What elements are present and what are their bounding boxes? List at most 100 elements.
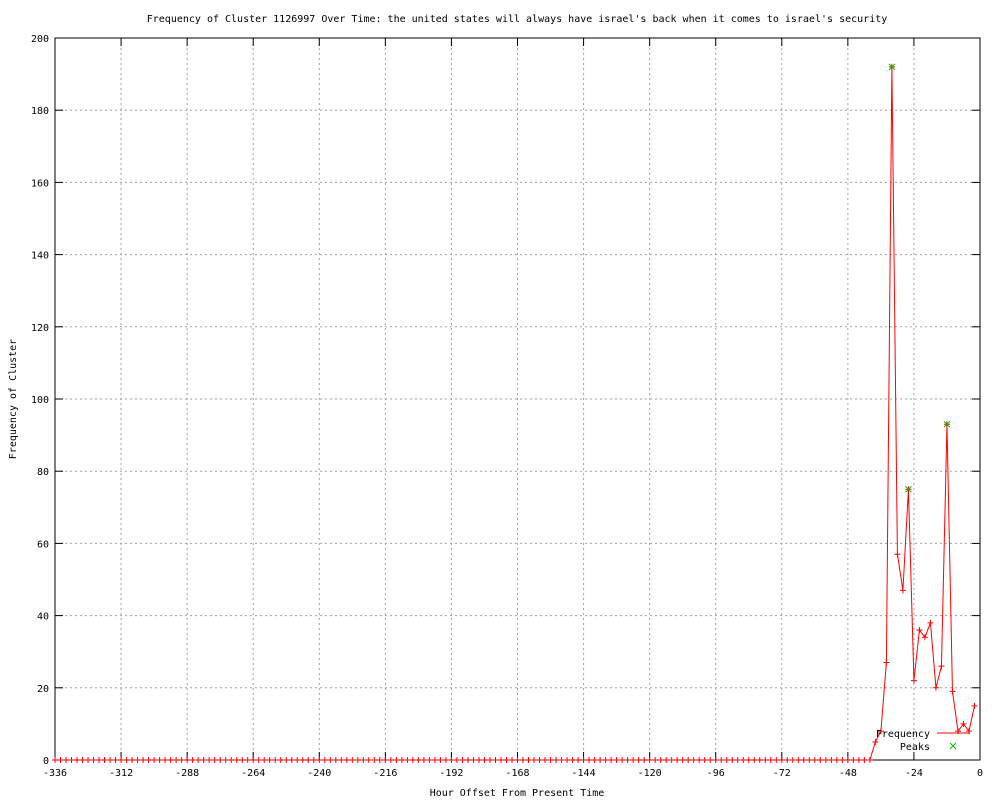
frequency-point	[668, 757, 675, 763]
frequency-point	[789, 757, 796, 763]
y-axis-label: Frequency of Cluster	[8, 339, 19, 459]
frequency-point	[96, 757, 103, 763]
frequency-point	[244, 757, 251, 763]
x-tick-label: -96	[707, 768, 725, 779]
frequency-point	[239, 757, 246, 763]
frequency-point	[101, 757, 108, 763]
frequency-point	[492, 757, 499, 763]
x-tick-label: -24	[905, 768, 923, 779]
frequency-point	[833, 757, 840, 763]
frequency-point	[354, 757, 361, 763]
frequency-point	[420, 757, 427, 763]
frequency-point	[751, 757, 758, 763]
frequency-point	[409, 757, 416, 763]
frequency-point	[734, 757, 741, 763]
y-tick-label: 80	[37, 467, 49, 478]
frequency-point	[167, 757, 174, 763]
frequency-point	[525, 757, 532, 763]
frequency-point	[283, 757, 290, 763]
frequency-point	[778, 757, 785, 763]
frequency-point	[112, 757, 119, 763]
frequency-point	[844, 757, 851, 763]
frequency-point	[272, 757, 279, 763]
frequency-point	[872, 738, 879, 745]
frequency-point	[883, 659, 890, 666]
frequency-point	[866, 757, 873, 763]
frequency-point	[173, 757, 180, 763]
frequency-point	[332, 757, 339, 763]
frequency-point	[299, 757, 306, 763]
x-tick-label: -48	[839, 768, 857, 779]
frequency-point	[839, 757, 846, 763]
frequency-point	[497, 757, 504, 763]
x-tick-label: -336	[43, 768, 67, 779]
y-tick-label: 200	[31, 34, 49, 45]
frequency-point	[52, 757, 58, 763]
frequency-point	[503, 757, 510, 763]
frequency-point	[723, 757, 730, 763]
frequency-point	[679, 757, 686, 763]
frequency-point	[602, 757, 609, 763]
peak-point	[888, 63, 896, 71]
frequency-point	[899, 587, 906, 594]
frequency-point	[321, 757, 328, 763]
frequency-point	[932, 684, 939, 691]
frequency-point	[371, 757, 378, 763]
frequency-point	[877, 728, 884, 735]
frequency-point	[415, 757, 422, 763]
frequency-point	[134, 757, 141, 763]
frequency-line	[55, 66, 975, 761]
frequency-point	[850, 757, 857, 763]
frequency-point	[762, 757, 769, 763]
frequency-point	[393, 757, 400, 763]
frequency-point	[696, 757, 703, 763]
frequency-point	[255, 757, 262, 763]
frequency-point	[745, 757, 752, 763]
legend: Frequency Peaks	[876, 729, 970, 753]
frequency-point	[586, 757, 593, 763]
frequency-point	[641, 757, 648, 763]
frequency-point	[486, 757, 493, 763]
frequency-point	[200, 757, 207, 763]
frequency-point	[57, 757, 64, 763]
frequency-point	[453, 757, 460, 763]
frequency-point	[206, 757, 213, 763]
frequency-point	[426, 757, 433, 763]
frequency-point	[646, 757, 653, 763]
y-tick-label: 100	[31, 395, 49, 406]
frequency-point	[68, 757, 75, 763]
frequency-point	[195, 757, 202, 763]
frequency-point	[266, 757, 273, 763]
frequency-point	[674, 757, 681, 763]
y-tick-label: 60	[37, 539, 49, 550]
x-tick-label: -288	[175, 768, 199, 779]
x-tick-label: -312	[109, 768, 133, 779]
legend-label-peaks: Peaks	[900, 742, 930, 753]
frequency-point	[398, 757, 405, 763]
frequency-point	[949, 688, 956, 695]
frequency-point	[520, 757, 527, 763]
frequency-point	[690, 757, 697, 763]
frequency-point	[740, 757, 747, 763]
frequency-point	[718, 757, 725, 763]
frequency-point	[971, 702, 978, 709]
frequency-point	[938, 663, 945, 670]
frequency-point	[90, 757, 97, 763]
frequency-point	[927, 619, 934, 626]
series-layer	[52, 63, 978, 763]
frequency-point	[630, 757, 637, 763]
frequency-point	[151, 757, 158, 763]
frequency-point	[536, 757, 543, 763]
frequency-point	[442, 757, 449, 763]
frequency-point	[470, 757, 477, 763]
frequency-point	[756, 757, 763, 763]
frequency-point	[310, 757, 317, 763]
frequency-point	[767, 757, 774, 763]
frequency-point	[531, 757, 538, 763]
x-tick-label: -192	[439, 768, 463, 779]
frequency-point	[564, 757, 571, 763]
frequency-point	[800, 757, 807, 763]
frequency-point	[349, 757, 356, 763]
frequency-point	[481, 757, 488, 763]
